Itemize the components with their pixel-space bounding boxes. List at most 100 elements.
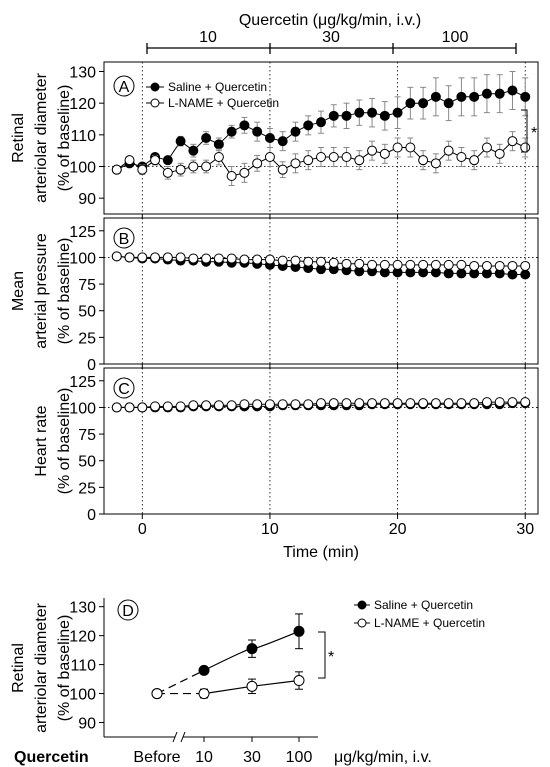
data-point-filled <box>328 110 339 121</box>
data-point-open <box>226 253 237 264</box>
data-point-open <box>303 399 314 410</box>
data-point-open <box>264 254 275 265</box>
data-point-open <box>188 253 199 264</box>
x-tick-label: 20 <box>389 521 407 538</box>
x-tick-label: 10 <box>195 749 213 766</box>
data-point-open <box>198 688 210 700</box>
legend-marker-open <box>357 618 367 628</box>
y-tick-label: 125 <box>69 374 96 391</box>
axis-break <box>180 731 186 743</box>
data-point-open <box>111 251 122 262</box>
data-point-open <box>405 259 416 270</box>
panel-label: B <box>119 231 130 248</box>
dose-segment-label: 100 <box>442 29 469 46</box>
data-point-open <box>277 164 288 175</box>
significance-bracket <box>318 631 326 679</box>
data-point-open <box>290 255 301 266</box>
data-point-open <box>124 402 135 413</box>
legend-entry: L-NAME + Quercetin <box>374 616 485 630</box>
data-point-open <box>418 155 429 166</box>
data-point-open <box>443 259 454 270</box>
data-point-open <box>469 155 480 166</box>
panel-c-guides <box>104 368 538 514</box>
panel-a-marks <box>111 71 531 186</box>
y-tick-label: 130 <box>69 600 96 617</box>
ylabel: arteriolar diameter <box>33 72 50 203</box>
data-point-open <box>201 161 212 172</box>
data-point-open <box>494 397 505 408</box>
data-point-open <box>392 259 403 270</box>
data-point-filled <box>293 625 305 637</box>
legend-entry: L-NAME + Quercetin <box>168 96 279 110</box>
data-point-filled <box>303 120 314 131</box>
y-tick-label: 75 <box>78 427 96 444</box>
y-tick-label: 90 <box>78 191 96 208</box>
panel-c: 0 25 50 75 100 125 C Heart rate (% of baselin… <box>33 367 539 524</box>
legend: Saline + Quercetin L-NAME + Quercetin <box>354 598 485 630</box>
data-point-open <box>456 152 467 162</box>
y-tick-label: 90 <box>78 716 96 733</box>
data-point-open <box>507 136 518 147</box>
data-point-open <box>213 400 224 411</box>
data-point-filled <box>226 126 237 137</box>
data-point-open <box>162 401 173 412</box>
panel-b-yaxis: 0 25 50 75 100 125 <box>69 224 526 374</box>
data-point-open <box>316 256 326 267</box>
legend-entry: Saline + Quercetin <box>374 598 473 612</box>
data-point-open <box>418 259 429 270</box>
data-point-open <box>520 397 531 408</box>
data-point-open <box>162 167 173 178</box>
data-point-open <box>175 401 186 412</box>
x-tick-label: 30 <box>516 521 534 538</box>
data-point-open <box>246 680 258 692</box>
panel-a-yaxis: 90 100 110 120 130 <box>69 65 526 219</box>
data-point-open <box>507 397 518 408</box>
x-tick-label: 10 <box>261 521 279 538</box>
panel-d: 90 100 110 120 130 Before 10 30 100 D * Saline +… <box>10 598 485 766</box>
y-tick-label: 0 <box>87 507 96 524</box>
data-point-filled <box>252 126 263 137</box>
data-point-open <box>443 145 454 156</box>
data-point-filled <box>379 110 390 121</box>
data-point-open <box>150 252 161 263</box>
y-tick-label: 50 <box>78 454 96 471</box>
data-point-open <box>188 400 199 411</box>
y-tick-label: 50 <box>78 304 96 321</box>
data-point-filled <box>430 91 441 102</box>
panel-a-frame <box>103 61 539 215</box>
panel-c-frame <box>103 367 539 515</box>
ylabel: arterial pressure <box>33 233 50 349</box>
data-point-filled <box>507 85 518 96</box>
y-tick-label: 120 <box>69 96 96 113</box>
data-point-filled <box>162 155 173 166</box>
data-point-open <box>290 399 301 410</box>
data-point-open <box>252 158 263 169</box>
y-tick-label: 100 <box>69 160 96 177</box>
data-point-open <box>379 148 390 159</box>
panel-label: A <box>119 79 130 96</box>
y-tick-label: 0 <box>87 357 96 374</box>
data-point-filled <box>507 269 518 280</box>
x-tick-label: Before <box>133 749 180 766</box>
data-point-open <box>379 259 390 270</box>
data-point-open <box>124 252 135 263</box>
data-point-open <box>175 164 186 175</box>
y-tick-label: 75 <box>78 277 96 294</box>
y-tick-label: 110 <box>70 658 96 675</box>
data-point-open <box>354 398 365 409</box>
data-point-open <box>201 253 212 264</box>
data-point-open <box>277 255 288 266</box>
panel-c-marks <box>111 397 531 413</box>
significance-bracket <box>521 109 528 153</box>
x-tick-label: 30 <box>243 749 261 766</box>
ylabel: Mean <box>10 271 27 311</box>
data-point-filled <box>290 126 301 137</box>
data-point-filled <box>469 91 480 102</box>
data-point-open <box>354 258 365 269</box>
ylabel: Heart rate <box>33 405 50 476</box>
data-point-open <box>456 398 467 409</box>
data-point-filled <box>264 133 275 143</box>
data-point-filled <box>239 120 250 131</box>
data-point-open <box>494 260 505 271</box>
data-point-filled <box>456 268 467 279</box>
